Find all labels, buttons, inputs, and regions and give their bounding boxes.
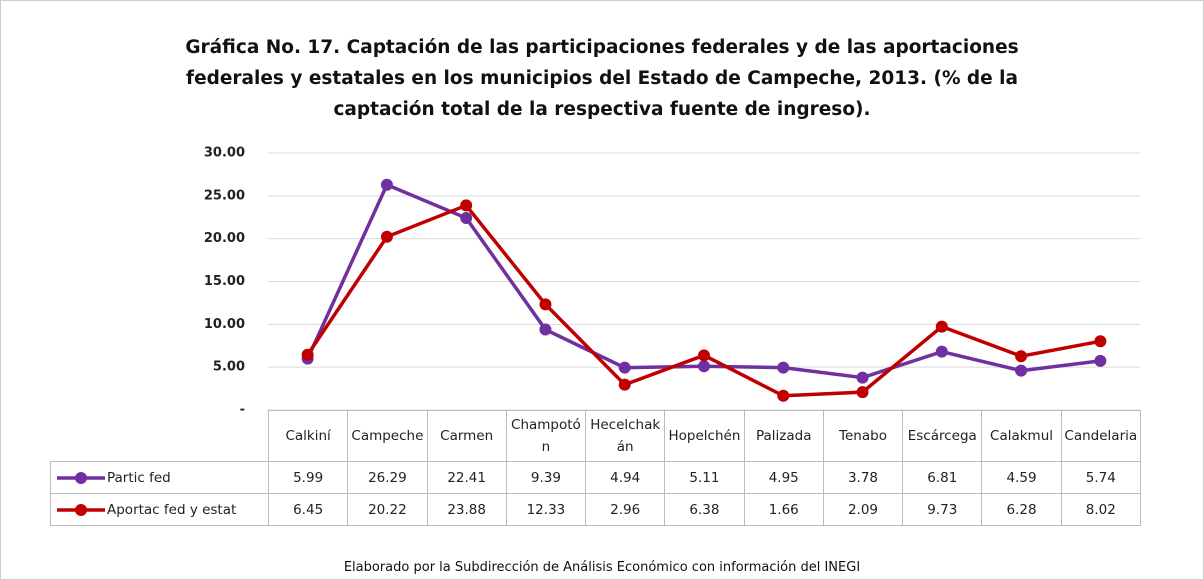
data-point [460, 199, 473, 212]
value-cell: 6.81 [902, 461, 983, 494]
value-cell: 2.96 [585, 493, 666, 526]
value-cell: 12.33 [505, 493, 587, 526]
data-point [856, 386, 869, 399]
data-point [935, 320, 948, 333]
value-cell: 22.41 [426, 461, 507, 494]
data-point [777, 389, 790, 402]
y-tick-label: 25.00 [204, 188, 245, 203]
category-label: Tenabo [822, 410, 904, 462]
legend-swatch [57, 503, 105, 516]
value-cell: 2.09 [822, 493, 904, 526]
data-point [618, 361, 631, 374]
value-cell: 5.74 [1060, 461, 1141, 494]
value-cell: 1.66 [743, 493, 824, 526]
data-point [618, 378, 631, 391]
data-point [1015, 364, 1028, 377]
data-point [777, 361, 790, 374]
legend-marker [75, 471, 87, 484]
data-point [1015, 350, 1028, 363]
data-point [380, 178, 393, 191]
legend-label: Partic fed [107, 469, 171, 486]
value-cell: 9.39 [505, 461, 587, 494]
value-cell: 20.22 [347, 493, 428, 526]
data-point [539, 323, 552, 336]
category-label: Champotón [505, 410, 587, 462]
category-label: Calkiní [267, 410, 349, 462]
legend-cell: Aportac fed y estat [50, 493, 269, 526]
category-label: Campeche [347, 410, 428, 462]
source-note: Elaborado por la Subdirección de Análisi… [343, 560, 861, 575]
data-point [1094, 354, 1107, 367]
data-point [380, 230, 393, 243]
legend-cell: Partic fed [50, 461, 269, 494]
category-label: Hopelchén [664, 410, 745, 462]
legend-label: Aportac fed y estat [107, 501, 237, 518]
data-point [539, 298, 552, 311]
category-label: Hecelchakán [585, 410, 666, 462]
data-table: Calkiní Campeche Carmen Champotón Hecelchaká… [50, 410, 1141, 526]
y-tick-label: 10.00 [204, 317, 245, 332]
corner [50, 410, 269, 462]
y-tick-label: 20.00 [204, 231, 245, 246]
value-cell: 4.95 [743, 461, 824, 494]
y-tick-label: 5.00 [213, 360, 245, 375]
value-cell: 5.99 [267, 461, 349, 494]
data-point [301, 348, 314, 361]
value-cell: 6.45 [267, 493, 349, 526]
value-cell: 4.94 [585, 461, 666, 494]
data-point [1094, 335, 1107, 348]
y-tick-label: - [240, 403, 245, 418]
category-label: Escárcega [902, 410, 983, 462]
value-cell: 5.11 [664, 461, 745, 494]
chart-title: Gráfica No. 17. Captación de las partici… [185, 37, 1019, 120]
value-cell: 6.38 [664, 493, 745, 526]
value-cell: 6.28 [981, 493, 1062, 526]
category-label: Calakmul [981, 410, 1062, 462]
value-cell: 4.59 [981, 461, 1062, 494]
data-point [935, 345, 948, 358]
data-point [698, 360, 710, 373]
y-tick-label: 30.00 [204, 146, 245, 161]
legend-marker [75, 503, 87, 516]
category-label: Palizada [743, 410, 824, 462]
value-cell: 8.02 [1060, 493, 1141, 526]
data-point [698, 349, 710, 362]
value-cell: 23.88 [426, 493, 507, 526]
series-row: Aportac fed y estat 6.45 20.22 23.88 12.33 2.… [50, 493, 1141, 526]
value-cell: 3.78 [822, 461, 904, 494]
y-tick-label: 15.00 [204, 274, 245, 289]
header-row: Calkiní Campeche Carmen Champotón Hecelchaká… [50, 410, 1141, 462]
value-cell: 26.29 [347, 461, 428, 494]
data-point [856, 371, 869, 384]
legend-swatch [57, 471, 105, 484]
data-point [460, 212, 473, 225]
category-label: Candelaria [1060, 410, 1141, 462]
series-row: Partic fed 5.99 26.29 22.41 9.39 4.94 5.11 4.95… [50, 461, 1141, 494]
value-cell: 9.73 [902, 493, 983, 526]
category-label: Carmen [426, 410, 507, 462]
